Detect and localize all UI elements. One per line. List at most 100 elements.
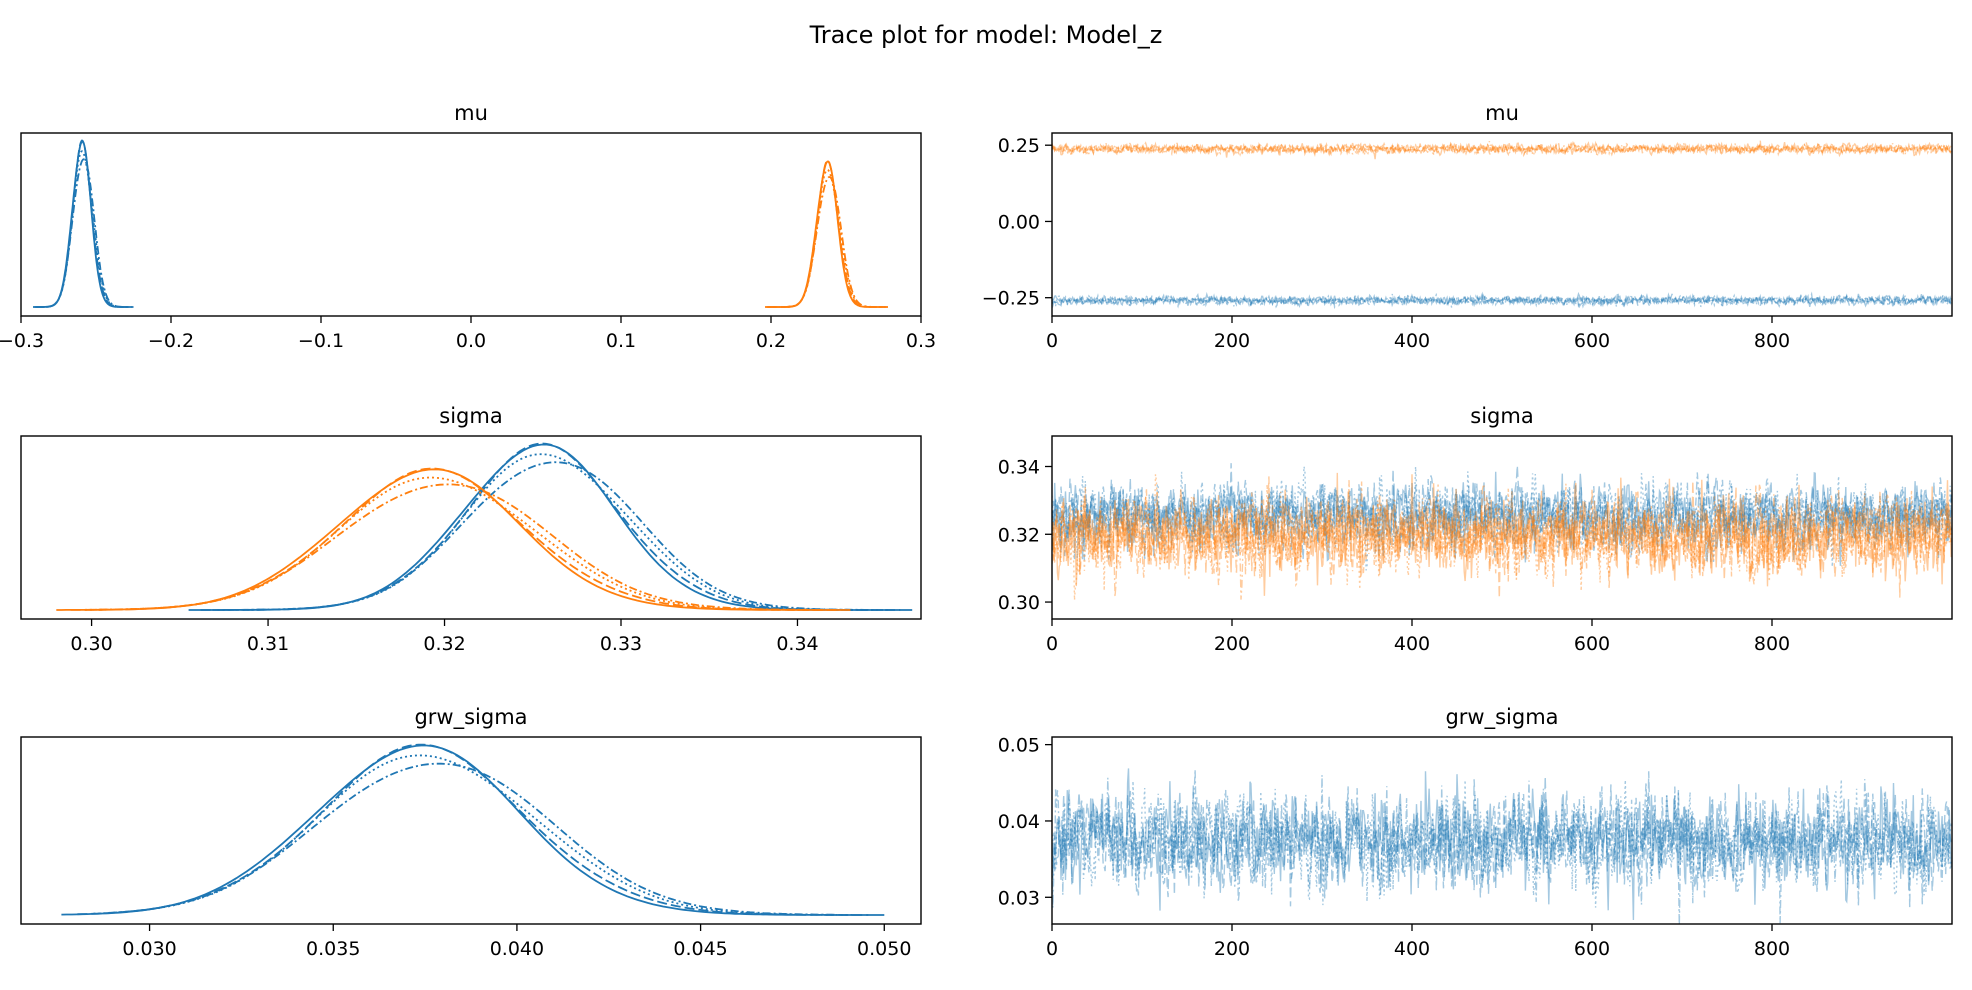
x-tick-label: 0.3: [906, 330, 936, 352]
x-tick-label: −0.3: [0, 330, 44, 352]
grw-sigma-density-panel: grw_sigma 0.030 0.035 0.040 0.045 0.050: [20, 705, 922, 960]
x-tick-label: 800: [1754, 938, 1790, 960]
x-tick-label: 0.31: [247, 633, 289, 655]
x-tick-label: 200: [1214, 633, 1250, 655]
x-tick-label: 0.0: [456, 330, 486, 352]
x-tick-label: −0.1: [298, 330, 344, 352]
panel-title: sigma: [439, 404, 502, 428]
plot-area: [1052, 463, 1952, 601]
x-tick-label: 0.2: [756, 330, 786, 352]
x-tick-label: 0.32: [423, 633, 465, 655]
x-tick-label: 0.040: [490, 938, 544, 960]
x-tick-label: 0: [1046, 330, 1058, 352]
x-tick-label: −0.2: [148, 330, 194, 352]
trace-line-series-2-chain-1: [1052, 472, 1952, 596]
trace-line-series-1-chain-4: [1052, 472, 1952, 561]
trace-line-series-2-chain-2: [1052, 292, 1952, 309]
x-tick-label: 0.1: [606, 330, 636, 352]
plot-area: [1052, 139, 1952, 310]
density-curve-series-2-chain-4: [99, 483, 808, 611]
axes-frame: [20, 435, 922, 620]
axes-frame: [1051, 132, 1953, 317]
x-tick-label: 0: [1046, 633, 1058, 655]
density-curve-series-2-chain-3: [768, 168, 885, 308]
density-curve-series-1-chain-3: [212, 453, 889, 611]
y-tick-label: −0.25: [982, 288, 1040, 310]
trace-line-series-1-chain-1: [1052, 768, 1952, 921]
y-tick-label: 0.03: [998, 887, 1040, 909]
density-curve-series-1-chain-1: [61, 744, 885, 916]
trace-line-series-2-chain-1: [1052, 291, 1952, 309]
x-tick-label: 200: [1214, 330, 1250, 352]
y-tick-label: 0.00: [998, 211, 1040, 233]
trace-line-series-1-chain-4: [1052, 769, 1952, 924]
trace-line-series-2-chain-4: [1052, 291, 1952, 310]
x-tick-label: 0.33: [600, 633, 642, 655]
trace-line-series-1-chain-2: [1052, 140, 1952, 158]
x-tick-label: 600: [1574, 938, 1610, 960]
y-tick-label: 0.32: [998, 524, 1040, 546]
axes-frame: [1051, 736, 1953, 925]
x-tick-label: 400: [1394, 633, 1430, 655]
x-tick-label: 400: [1394, 330, 1430, 352]
density-curve-series-1-chain-1: [188, 443, 913, 611]
trace-line-series-1-chain-1: [1052, 141, 1952, 160]
trace-line-series-1-chain-1: [1052, 471, 1952, 566]
x-tick-label: 600: [1574, 330, 1610, 352]
x-tick-label: 0.30: [70, 633, 112, 655]
density-curve-series-1-chain-2: [34, 139, 132, 308]
density-curve-series-1-chain-4: [224, 461, 877, 611]
density-curve-series-2-chain-4: [769, 176, 884, 308]
x-tick-label: 800: [1754, 633, 1790, 655]
x-tick-label: 200: [1214, 938, 1250, 960]
density-curve-series-2-chain-3: [84, 476, 822, 611]
x-tick-label: 0.030: [122, 938, 176, 960]
density-curve-series-1-chain-3: [93, 754, 853, 916]
panels-container: mu −0.3 −0.2 −0.1 0.0 0.1 0.2 0.3 mu −0.25 0.00 0.2…: [0, 101, 1953, 960]
panel-title: mu: [454, 101, 488, 125]
x-tick-label: 800: [1754, 330, 1790, 352]
mu-density-panel: mu −0.3 −0.2 −0.1 0.0 0.1 0.2 0.3: [0, 101, 936, 352]
trace-line-series-1-chain-2: [1052, 463, 1952, 563]
density-curve-series-1-chain-4: [37, 158, 130, 308]
plot-area: [61, 743, 885, 916]
trace-line-series-1-chain-4: [1052, 139, 1952, 157]
panel-title: sigma: [1470, 404, 1533, 428]
trace-line-series-1-chain-3: [1052, 779, 1952, 908]
axes-frame: [20, 132, 922, 317]
density-curve-series-2-chain-2: [70, 467, 837, 611]
y-tick-label: 0.05: [998, 735, 1040, 757]
trace-line-series-1-chain-2: [1052, 771, 1952, 907]
panel-title: mu: [1485, 101, 1519, 125]
density-curve-series-2-chain-1: [56, 468, 851, 611]
panel-title: grw_sigma: [414, 705, 527, 730]
y-tick-label: 0.34: [998, 457, 1040, 479]
mu-trace-panel: mu −0.25 0.00 0.25 0 200 400 600 800: [982, 101, 1953, 352]
figure-title: Trace plot for model: Model_z: [809, 21, 1163, 49]
y-tick-label: 0.25: [998, 135, 1040, 157]
trace-line-series-2-chain-3: [1052, 292, 1952, 309]
y-tick-label: 0.04: [998, 811, 1040, 833]
panel-title: grw_sigma: [1445, 705, 1558, 730]
x-tick-label: 0.035: [306, 938, 360, 960]
density-curve-series-2-chain-2: [766, 159, 887, 308]
density-curve-series-2-chain-1: [765, 160, 888, 308]
x-tick-label: 0.050: [857, 938, 911, 960]
density-curve-series-1-chain-4: [109, 762, 837, 916]
trace-line-series-1-chain-3: [1052, 140, 1952, 158]
plot-area: [33, 139, 888, 308]
sigma-density-panel: sigma 0.30 0.31 0.32 0.33 0.34: [20, 404, 922, 655]
axes-frame: [20, 736, 922, 925]
trace-line-series-2-chain-2: [1052, 476, 1952, 599]
trace-line-series-1-chain-3: [1052, 466, 1952, 571]
trace-line-series-2-chain-4: [1052, 480, 1952, 600]
plot-area: [1052, 768, 1952, 924]
density-curve-series-1-chain-3: [35, 150, 131, 308]
density-curve-series-1-chain-1: [33, 140, 134, 308]
trace-line-series-2-chain-3: [1052, 474, 1952, 601]
x-tick-label: 600: [1574, 633, 1610, 655]
sigma-trace-panel: sigma 0.30 0.32 0.34 0 200 400 600 800: [998, 404, 1953, 655]
x-tick-label: 0: [1046, 938, 1058, 960]
y-tick-label: 0.30: [998, 592, 1040, 614]
